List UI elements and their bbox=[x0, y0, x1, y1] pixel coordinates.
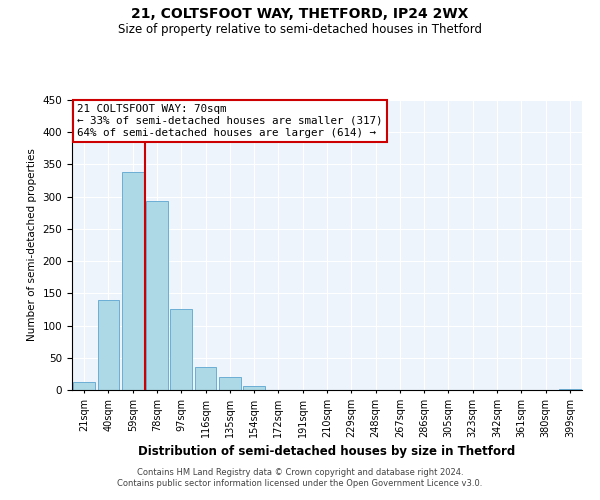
Bar bbox=[122, 172, 143, 390]
Text: 21 COLTSFOOT WAY: 70sqm
← 33% of semi-detached houses are smaller (317)
64% of s: 21 COLTSFOOT WAY: 70sqm ← 33% of semi-de… bbox=[77, 104, 383, 138]
Y-axis label: Number of semi-detached properties: Number of semi-detached properties bbox=[27, 148, 37, 342]
Bar bbox=[170, 310, 192, 390]
Bar bbox=[97, 300, 119, 390]
Bar bbox=[243, 386, 265, 390]
Bar bbox=[146, 201, 168, 390]
Bar bbox=[194, 367, 217, 390]
Text: 21, COLTSFOOT WAY, THETFORD, IP24 2WX: 21, COLTSFOOT WAY, THETFORD, IP24 2WX bbox=[131, 8, 469, 22]
Text: Contains HM Land Registry data © Crown copyright and database right 2024.
Contai: Contains HM Land Registry data © Crown c… bbox=[118, 468, 482, 487]
Bar bbox=[219, 377, 241, 390]
Bar bbox=[559, 388, 581, 390]
Text: Size of property relative to semi-detached houses in Thetford: Size of property relative to semi-detach… bbox=[118, 22, 482, 36]
X-axis label: Distribution of semi-detached houses by size in Thetford: Distribution of semi-detached houses by … bbox=[139, 446, 515, 458]
Bar bbox=[73, 382, 95, 390]
